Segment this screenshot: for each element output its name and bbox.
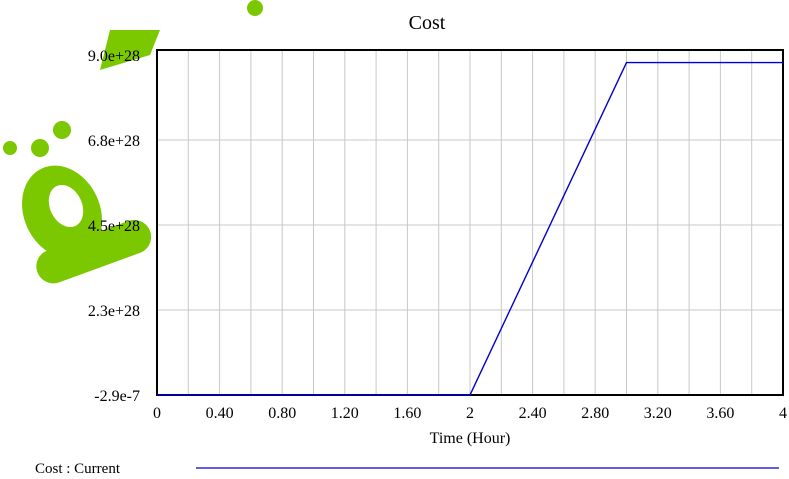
x-tick-label: 2.80 xyxy=(581,405,609,422)
y-tick-label: 9.0e+28 xyxy=(88,48,140,65)
y-tick-label: 2.3e+28 xyxy=(88,303,140,320)
x-tick-label: 1.60 xyxy=(393,405,421,422)
y-tick-label: 4.5e+28 xyxy=(88,218,140,235)
x-tick-label: 3.60 xyxy=(706,405,734,422)
x-tick-label: 0 xyxy=(153,405,161,422)
legend-label: Cost : Current xyxy=(35,461,121,477)
chart-title: Cost xyxy=(409,12,446,34)
x-tick-label: 0.40 xyxy=(206,405,234,422)
x-tick-labels: 0 0.40 0.80 1.20 1.60 2 2.40 2.80 3.20 3.60 4 xyxy=(153,405,787,422)
x-tick-label: 3.20 xyxy=(644,405,672,422)
grid xyxy=(157,50,783,395)
x-tick-label: 1.20 xyxy=(331,405,359,422)
y-tick-label: 6.8e+28 xyxy=(88,133,140,150)
x-tick-label: 0.80 xyxy=(268,405,296,422)
x-tick-label: 4 xyxy=(779,405,787,422)
y-tick-labels: -2.9e-7 2.3e+28 4.5e+28 6.8e+28 9.0e+28 xyxy=(88,48,140,405)
series-layer xyxy=(157,61,783,396)
y-tick-label: -2.9e-7 xyxy=(94,388,140,405)
x-tick-label: 2.40 xyxy=(519,405,547,422)
legend: Cost : Current xyxy=(35,461,779,477)
watermark-logo xyxy=(3,0,263,284)
x-tick-label: 2 xyxy=(466,405,474,422)
x-axis-label: Time (Hour) xyxy=(430,430,511,447)
series-line xyxy=(157,61,783,396)
